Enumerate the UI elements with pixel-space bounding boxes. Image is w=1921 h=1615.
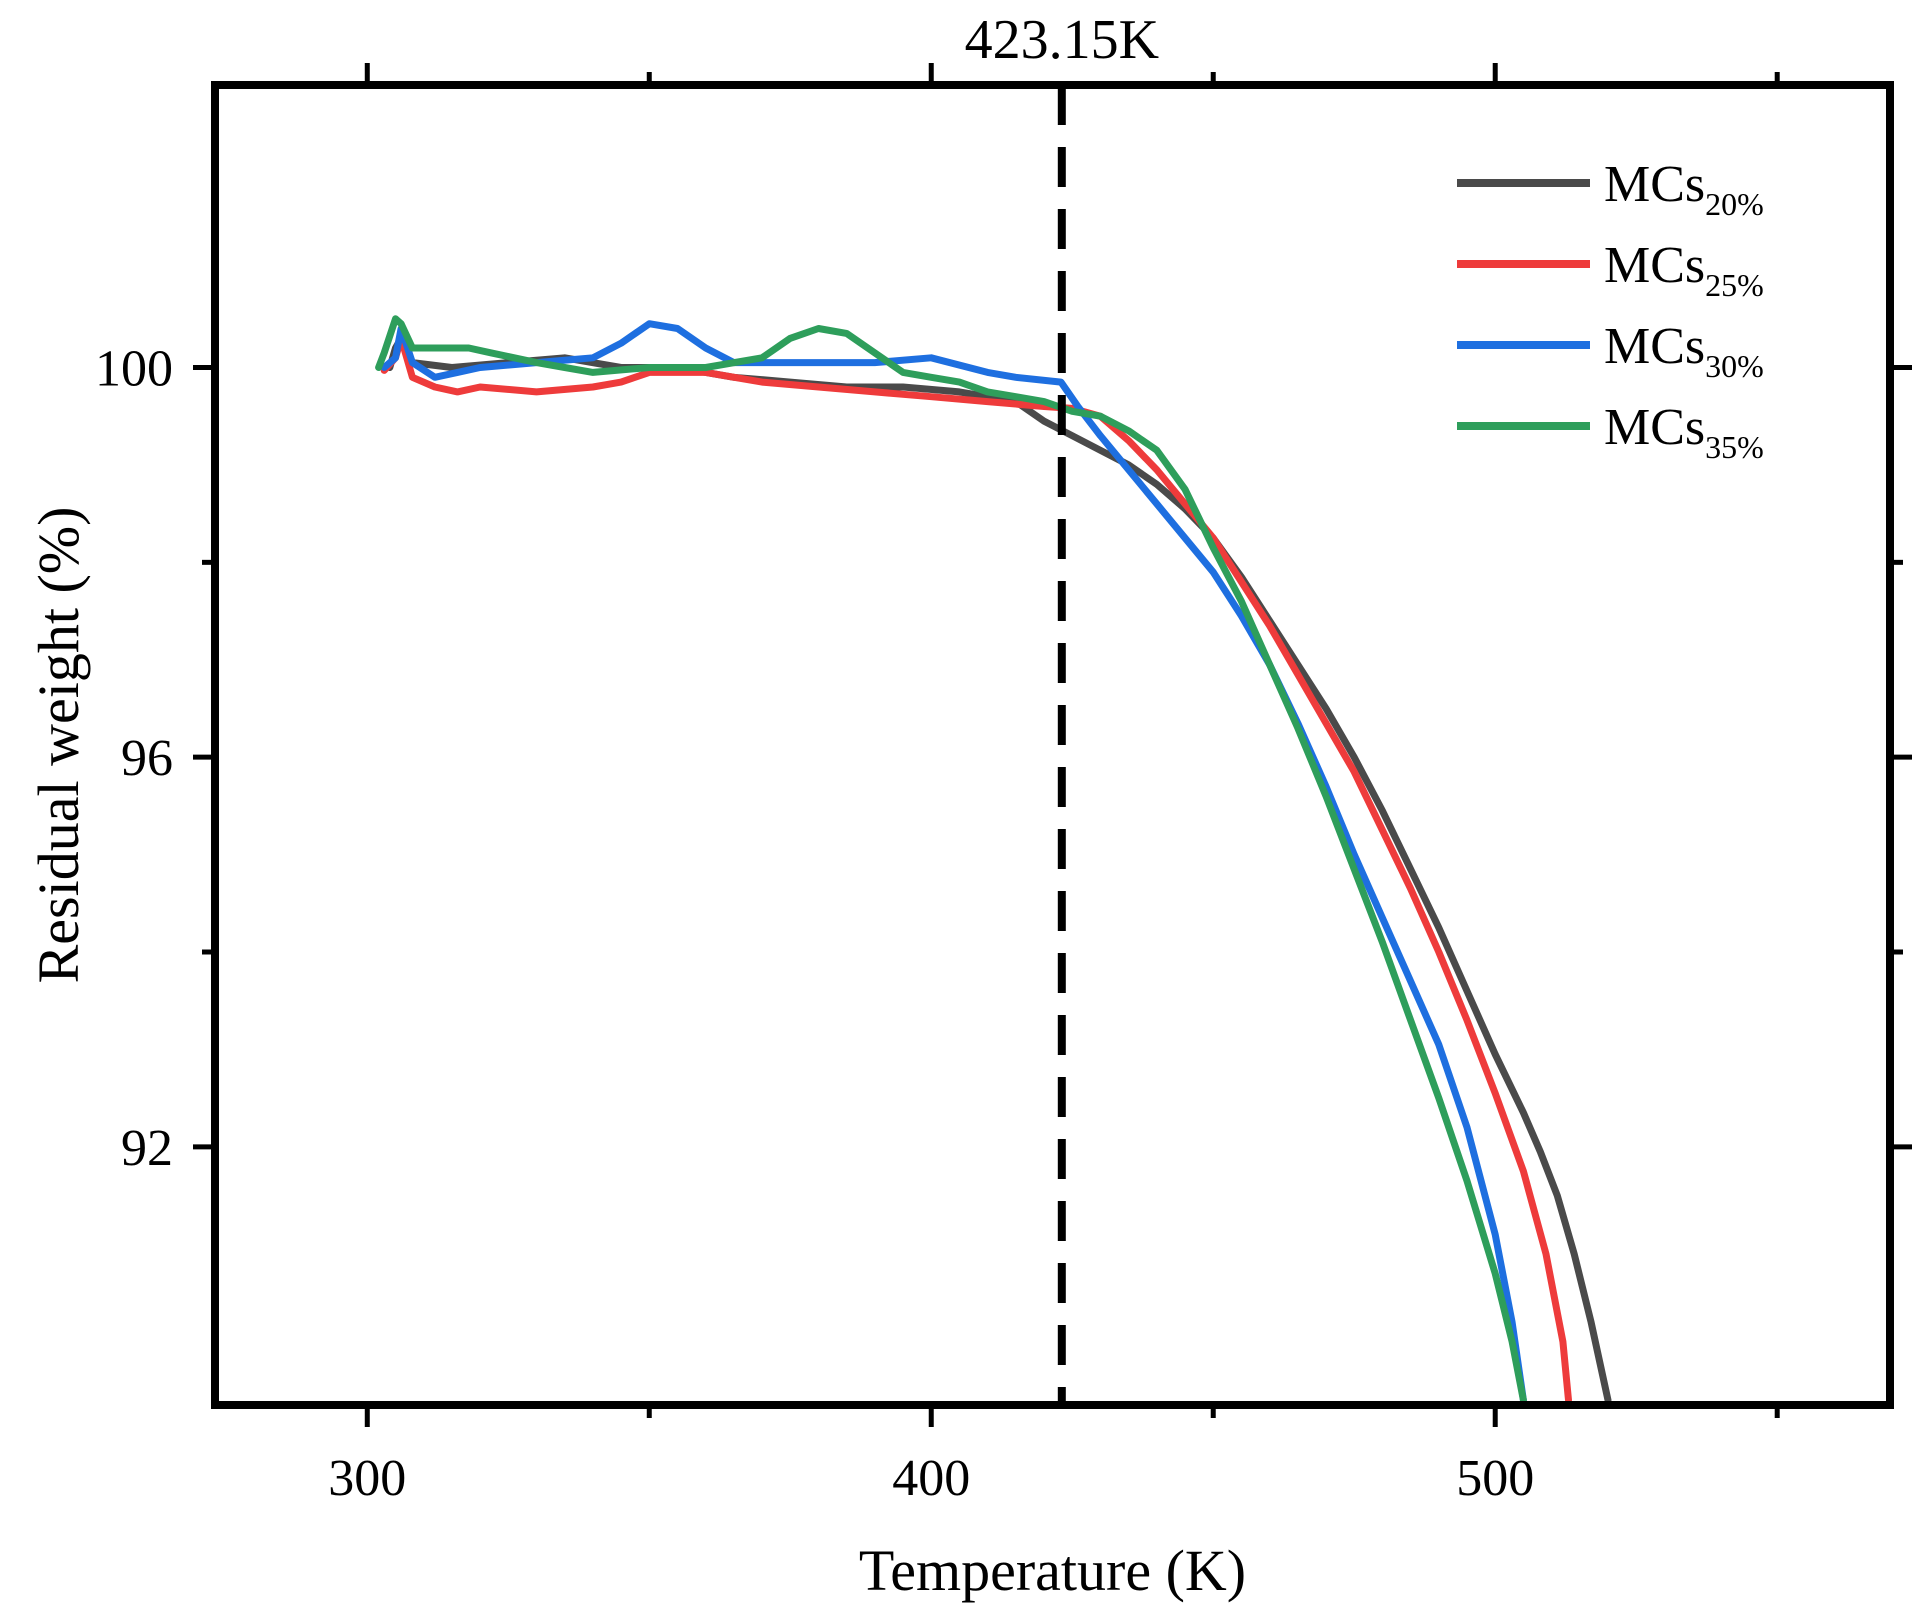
y-tick-label: 92	[121, 1120, 173, 1177]
series-line-mcs-35	[375, 315, 1527, 1404]
x-tick-label: 300	[328, 1450, 406, 1507]
y-tick-label: 96	[121, 730, 173, 787]
y-axis-title: Residual weight (%)	[26, 507, 91, 984]
x-tick-label: 400	[892, 1450, 970, 1507]
axes: 300 400 500 92 96 100	[95, 63, 1912, 1507]
series-layer	[375, 315, 1612, 1404]
plot-frame	[211, 81, 1894, 1409]
y-tick-label: 100	[95, 341, 173, 398]
series-line-mcs-30	[380, 320, 1527, 1404]
x-axis-title: Temperature (K)	[859, 1538, 1246, 1603]
x-tick-label: 500	[1456, 1450, 1534, 1507]
legend-label-mcs-30: MCs30%	[1604, 318, 1764, 384]
legend: MCs20%MCs25%MCs30%MCs35%	[1457, 156, 1764, 465]
annotation-label: 423.15K	[965, 9, 1159, 71]
